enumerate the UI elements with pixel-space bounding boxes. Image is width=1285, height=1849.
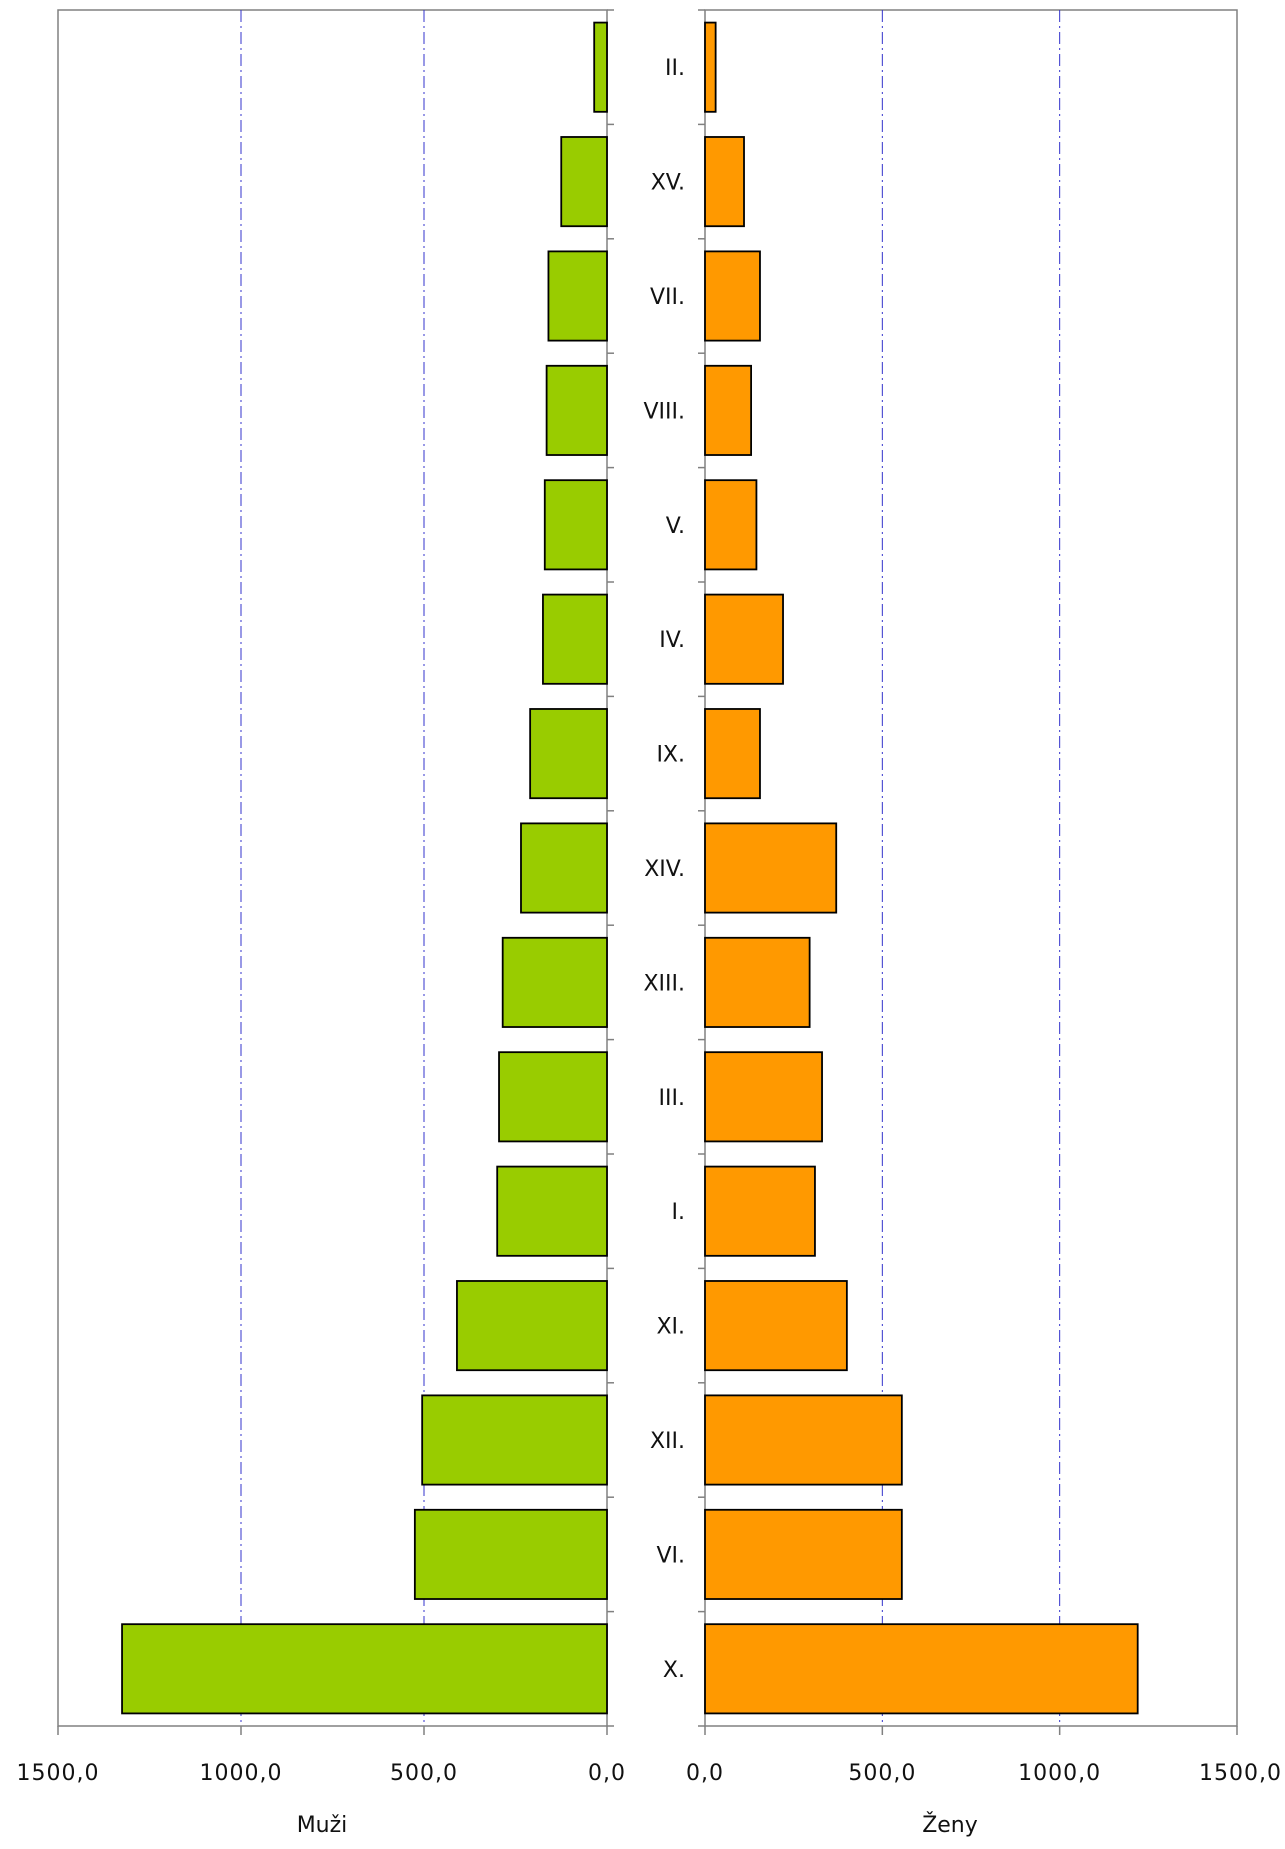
x-tick-label-right: 0,0	[686, 1761, 724, 1786]
category-labels: II. XV. VII. VIII. V. IV. IX. XIV. XIII. III. I. XI…	[643, 56, 685, 1683]
bar-women-7	[704, 708, 761, 800]
category-label-5: V.	[666, 514, 685, 539]
bar-women-9	[704, 936, 811, 1028]
bar-women-15	[704, 1623, 1139, 1715]
bar-women-14	[704, 1508, 903, 1600]
x-tick-label-right: 1500,0	[1199, 1761, 1282, 1786]
x-tick-label-left: 1000,0	[200, 1761, 283, 1786]
x-tick-label-left: 0,0	[588, 1761, 626, 1786]
bar-men-11	[496, 1165, 608, 1257]
category-label-2: XV.	[651, 171, 685, 196]
bar-men-13	[421, 1394, 608, 1486]
bar-women-3	[704, 250, 761, 342]
x-tick-label-right: 500,0	[848, 1761, 916, 1786]
x-tick-label-left: 1500,0	[17, 1761, 100, 1786]
bar-men-8	[520, 822, 608, 914]
category-label-7: IX.	[656, 743, 685, 768]
category-label-13: XII.	[650, 1429, 685, 1454]
bar-men-14	[413, 1508, 608, 1600]
bar-women-2	[704, 136, 745, 228]
bar-women-10	[704, 1051, 823, 1143]
bar-men-6	[542, 593, 608, 685]
bar-women-13	[704, 1394, 903, 1486]
x-tick-label-right: 1000,0	[1018, 1761, 1101, 1786]
category-label-9: XIII.	[643, 971, 685, 996]
bar-women-11	[704, 1165, 816, 1257]
bar-men-3	[547, 250, 608, 342]
category-label-15: X.	[663, 1658, 685, 1683]
right-panel-women	[698, 9, 1238, 1735]
bar-men-10	[498, 1051, 608, 1143]
category-label-11: I.	[672, 1200, 685, 1225]
bar-men-4	[545, 364, 608, 456]
bar-men-1	[593, 21, 608, 113]
category-label-3: VII.	[650, 285, 685, 310]
category-label-12: XI.	[656, 1315, 685, 1340]
bar-women-6	[704, 593, 784, 685]
left-panel-men	[57, 9, 614, 1735]
bar-women-4	[704, 364, 753, 456]
bar-women-1	[704, 21, 717, 113]
bar-men-5	[543, 479, 608, 571]
bar-men-15	[121, 1623, 608, 1715]
x-axis-title-left: Muži	[297, 1813, 348, 1838]
tick-labels: 1500,0 1000,0 500,0 0,0 0,0 500,0 1000,0 1500,0	[17, 1761, 1282, 1786]
bar-men-12	[456, 1280, 608, 1372]
bar-women-12	[704, 1280, 848, 1372]
category-label-4: VIII.	[643, 399, 685, 424]
bar-women-8	[704, 822, 838, 914]
bar-men-2	[560, 136, 608, 228]
bar-men-7	[529, 708, 608, 800]
category-label-14: VI.	[656, 1543, 685, 1568]
category-label-1: II.	[665, 56, 685, 81]
bar-men-9	[501, 936, 608, 1028]
x-tick-label-left: 500,0	[390, 1761, 458, 1786]
bar-women-5	[704, 479, 758, 571]
x-axis-title-right: Ženy	[922, 1812, 978, 1838]
category-label-6: IV.	[659, 628, 685, 653]
category-label-10: III.	[659, 1086, 685, 1111]
category-label-8: XIV.	[644, 857, 685, 882]
